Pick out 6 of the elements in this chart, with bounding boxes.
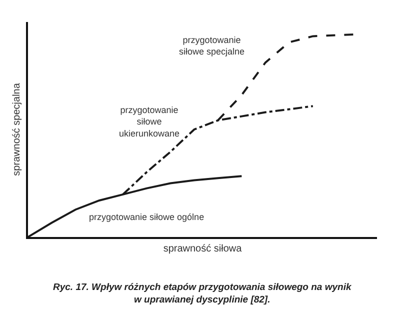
x-axis-title: sprawność siłowa bbox=[163, 243, 242, 254]
series-label: przygotowanie siłowe ukierunkowane bbox=[119, 105, 180, 138]
series-label: przygotowanie siłowe ogólne bbox=[89, 212, 204, 222]
y-axis-title: sprawność specjalna bbox=[12, 82, 22, 176]
text: przygotowanie siłowe specjalne bbox=[179, 35, 245, 57]
text: Ryc. 17. Wpływ różnych etapów przygotowania siłowego na wynik w uprawianej dyscyplinie [82]. bbox=[53, 282, 352, 306]
